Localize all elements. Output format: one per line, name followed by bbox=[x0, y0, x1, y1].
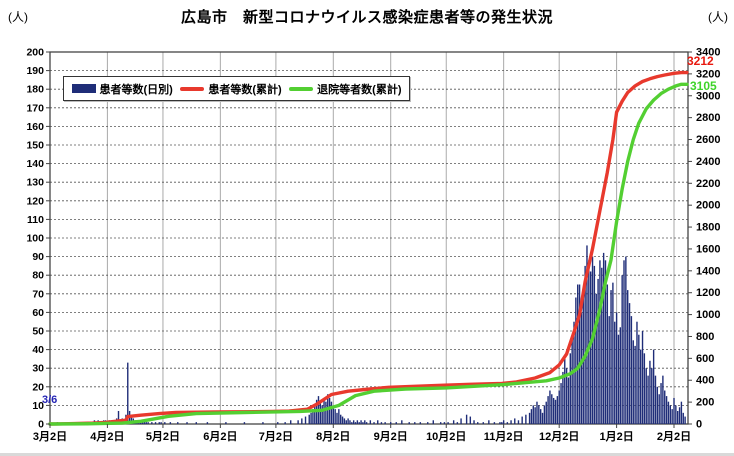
svg-text:190: 190 bbox=[26, 65, 44, 77]
svg-text:3000: 3000 bbox=[696, 90, 720, 102]
svg-text:2800: 2800 bbox=[696, 112, 720, 124]
svg-text:4月2日: 4月2日 bbox=[90, 430, 124, 443]
svg-text:3月2日: 3月2日 bbox=[33, 430, 67, 443]
svg-text:160: 160 bbox=[26, 121, 44, 133]
svg-text:2600: 2600 bbox=[696, 134, 720, 146]
svg-text:30: 30 bbox=[32, 363, 44, 375]
svg-text:12月2日: 12月2日 bbox=[539, 430, 579, 443]
svg-text:50: 50 bbox=[32, 326, 44, 338]
svg-text:1000: 1000 bbox=[696, 309, 720, 321]
svg-text:1200: 1200 bbox=[696, 287, 720, 299]
svg-text:90: 90 bbox=[32, 251, 44, 263]
final-discharged-value-label: 3105 bbox=[690, 79, 717, 93]
svg-text:40: 40 bbox=[32, 344, 44, 356]
svg-text:100: 100 bbox=[26, 233, 44, 245]
svg-text:1月2日: 1月2日 bbox=[599, 430, 633, 443]
svg-text:180: 180 bbox=[26, 84, 44, 96]
svg-text:1800: 1800 bbox=[696, 222, 720, 234]
svg-text:6月2日: 6月2日 bbox=[203, 430, 237, 443]
chart-legend: 患者等数(日別) 患者等数(累計) 退院等者数(累計) bbox=[63, 76, 410, 101]
svg-text:130: 130 bbox=[26, 177, 44, 189]
svg-text:0: 0 bbox=[38, 419, 44, 431]
svg-text:150: 150 bbox=[26, 140, 44, 152]
svg-text:140: 140 bbox=[26, 158, 44, 170]
svg-text:1400: 1400 bbox=[696, 265, 720, 277]
svg-text:60: 60 bbox=[32, 307, 44, 319]
svg-text:1600: 1600 bbox=[696, 243, 720, 255]
legend-label-daily: 患者等数(日別) bbox=[99, 83, 173, 96]
svg-text:800: 800 bbox=[696, 331, 714, 343]
cumulative-line-swatch-icon bbox=[180, 86, 205, 91]
svg-text:2400: 2400 bbox=[696, 156, 720, 168]
legend-item-discharged: 退院等者数(累計) bbox=[289, 81, 401, 97]
svg-text:120: 120 bbox=[26, 195, 44, 207]
svg-text:2200: 2200 bbox=[696, 178, 720, 190]
svg-text:70: 70 bbox=[32, 288, 44, 300]
svg-text:3200: 3200 bbox=[696, 68, 720, 80]
final-cumulative-value-label: 3212 bbox=[687, 54, 714, 68]
svg-text:200: 200 bbox=[26, 47, 44, 59]
daily-bar-swatch-icon bbox=[71, 84, 96, 93]
svg-text:8月2日: 8月2日 bbox=[316, 430, 350, 443]
svg-text:10: 10 bbox=[32, 400, 44, 412]
svg-text:9月2日: 9月2日 bbox=[374, 430, 408, 443]
page-title: 広島市 新型コロナウイルス感染症患者等の発生状況 bbox=[180, 9, 553, 26]
legend-item-cumulative: 患者等数(累計) bbox=[180, 81, 282, 97]
right-axis-unit-label: (人) bbox=[708, 10, 728, 24]
svg-text:400: 400 bbox=[696, 375, 714, 387]
svg-text:200: 200 bbox=[696, 397, 714, 409]
svg-text:7月2日: 7月2日 bbox=[259, 430, 293, 443]
discharged-line-swatch-icon bbox=[289, 86, 314, 91]
svg-text:3400: 3400 bbox=[696, 47, 720, 59]
svg-text:0: 0 bbox=[696, 419, 702, 431]
legend-label-cumulative: 患者等数(累計) bbox=[208, 83, 282, 96]
svg-text:11月2日: 11月2日 bbox=[484, 430, 524, 443]
legend-item-daily: 患者等数(日別) bbox=[71, 81, 173, 97]
svg-text:170: 170 bbox=[26, 102, 44, 114]
svg-text:80: 80 bbox=[32, 270, 44, 282]
svg-text:110: 110 bbox=[27, 214, 44, 226]
first-case-date-label: 3/6 bbox=[42, 394, 58, 406]
svg-text:2000: 2000 bbox=[696, 200, 720, 212]
legend-label-discharged: 退院等者数(累計) bbox=[317, 83, 402, 96]
svg-text:10月2日: 10月2日 bbox=[426, 430, 466, 443]
svg-text:20: 20 bbox=[32, 381, 44, 393]
svg-text:5月2日: 5月2日 bbox=[146, 430, 180, 443]
left-axis-unit-label: (人) bbox=[8, 10, 28, 24]
svg-text:2月2日: 2月2日 bbox=[657, 430, 691, 443]
svg-text:600: 600 bbox=[696, 353, 714, 365]
